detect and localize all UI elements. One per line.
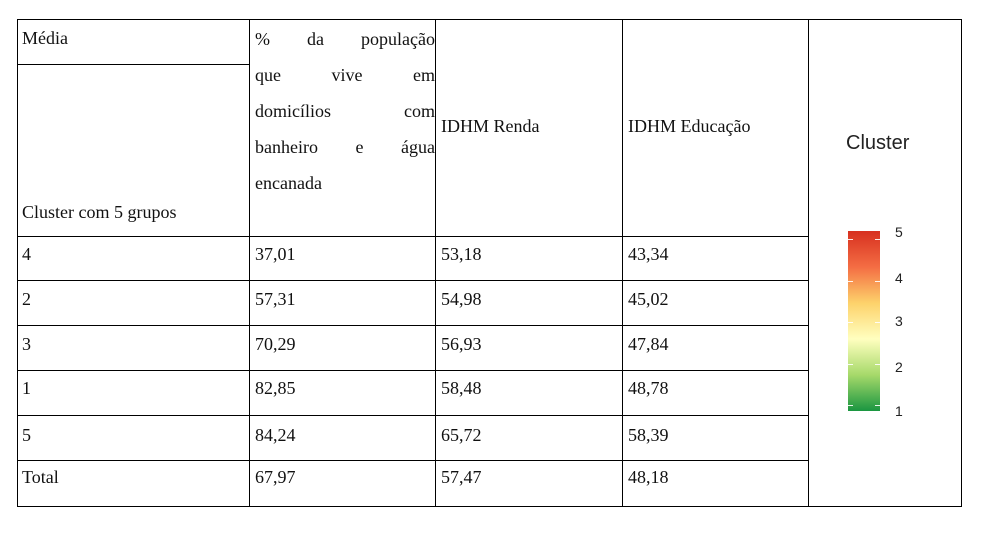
header-word: banheiro <box>255 137 318 157</box>
table-cell-renda: 54,98 <box>441 289 482 309</box>
header-line: banheiro e água <box>255 129 435 165</box>
row-divider <box>17 64 250 65</box>
table-cell-educacao: 58,39 <box>628 425 669 445</box>
table-cell-pop: 67,97 <box>255 467 296 487</box>
header-word: com <box>404 101 435 121</box>
table-cell-renda: 58,48 <box>441 378 482 398</box>
header-word: em <box>413 65 435 85</box>
header-word: vive <box>331 65 363 85</box>
header-word: população <box>361 29 435 49</box>
row-divider <box>17 325 809 326</box>
header-word: água <box>401 137 435 157</box>
header-word: encanada <box>255 173 322 193</box>
header-idhm-educacao: IDHM Educação <box>628 116 751 136</box>
legend-tick <box>848 239 853 240</box>
row-divider <box>17 415 809 416</box>
table-cell-educacao: 48,78 <box>628 378 669 398</box>
legend-tick-label: 1 <box>895 403 903 419</box>
table-cell-cluster: 4 <box>22 244 31 264</box>
table-cell-pop: 82,85 <box>255 378 296 398</box>
table-cell-cluster: Total <box>22 467 59 487</box>
col-divider <box>622 19 623 507</box>
table-cell-educacao: 48,18 <box>628 467 669 487</box>
row-divider <box>17 280 809 281</box>
table-frame <box>17 19 962 507</box>
header-line: que vive em <box>255 57 435 93</box>
legend-tick <box>875 364 880 365</box>
legend-tick <box>848 405 853 406</box>
table-cell-educacao: 47,84 <box>628 334 669 354</box>
legend-tick <box>848 322 853 323</box>
row-divider <box>17 370 809 371</box>
table-cell-cluster: 1 <box>22 378 31 398</box>
header-media: Média <box>22 28 68 48</box>
header-line: % da população <box>255 21 435 57</box>
legend-tick-label: 4 <box>895 270 903 286</box>
col-divider <box>249 19 250 507</box>
header-word: da <box>307 29 325 49</box>
table-cell-educacao: 45,02 <box>628 289 669 309</box>
data-table-figure: Média Cluster com 5 grupos % da populaçã… <box>17 19 962 507</box>
table-cell-renda: 57,47 <box>441 467 482 487</box>
table-cell-renda: 53,18 <box>441 244 482 264</box>
table-cell-pop: 84,24 <box>255 425 296 445</box>
table-cell-pop: 57,31 <box>255 289 296 309</box>
legend-tick-label: 5 <box>895 224 903 240</box>
table-cell-pop: 70,29 <box>255 334 296 354</box>
header-word: domicílios <box>255 101 331 121</box>
table-cell-cluster: 5 <box>22 425 31 445</box>
header-line: domicílios com <box>255 93 435 129</box>
header-populacao: % da população que vive em domicílios co… <box>255 21 435 201</box>
table-cell-renda: 65,72 <box>441 425 482 445</box>
legend-color-bar <box>848 231 880 411</box>
header-line: encanada <box>255 165 435 201</box>
table-cell-educacao: 43,34 <box>628 244 669 264</box>
legend-tick <box>875 239 880 240</box>
legend-tick <box>875 281 880 282</box>
table-cell-pop: 37,01 <box>255 244 296 264</box>
table-cell-cluster: 3 <box>22 334 31 354</box>
legend-title: Cluster <box>846 132 910 154</box>
legend-tick <box>875 405 880 406</box>
header-word: que <box>255 65 281 85</box>
legend-tick <box>875 322 880 323</box>
row-divider <box>17 236 809 237</box>
legend-tick <box>848 281 853 282</box>
table-cell-cluster: 2 <box>22 289 31 309</box>
header-word: % <box>255 29 270 49</box>
col-divider <box>808 19 809 507</box>
legend-tick-label: 2 <box>895 359 903 375</box>
col-divider <box>435 19 436 507</box>
header-idhm-renda: IDHM Renda <box>441 116 540 136</box>
row-divider <box>17 460 809 461</box>
header-word: e <box>355 137 364 157</box>
legend-tick-label: 3 <box>895 313 903 329</box>
legend-tick <box>848 364 853 365</box>
header-cluster-grupos: Cluster com 5 grupos <box>22 202 177 222</box>
table-cell-renda: 56,93 <box>441 334 482 354</box>
